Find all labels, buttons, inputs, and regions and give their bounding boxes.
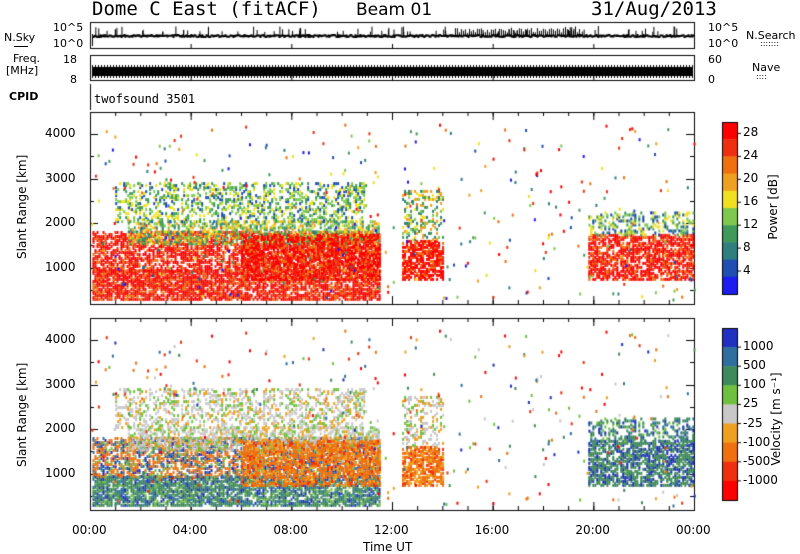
- power-colorbar-tick: 8: [743, 240, 751, 255]
- noise-sky-underline: [14, 46, 28, 47]
- x-tick-label: 00:00: [676, 523, 711, 537]
- x-tick-label: 12:00: [374, 523, 409, 537]
- x-tick-label: 20:00: [575, 523, 610, 537]
- noise-search-dots: :::::::: [760, 39, 779, 48]
- velocity-ylabel: Slant Range [km]: [15, 362, 29, 467]
- x-axis-title: Time UT: [363, 540, 413, 554]
- power-colorbar-label: Power [dB]: [766, 174, 780, 240]
- noise-search-label: N.Search: [746, 29, 796, 42]
- power-y-tick-label: 2000: [45, 215, 76, 230]
- velocity-colorbar-tick: 500: [743, 358, 766, 373]
- power-colorbar-tick: 4: [743, 263, 751, 278]
- noise-bottom-tick-right: 10^0: [708, 37, 739, 50]
- power-colorbar-tick: 12: [743, 217, 759, 232]
- nave-label: Nave: [752, 61, 781, 74]
- velocity-colorbar-tick: 25: [743, 396, 759, 411]
- velocity-colorbar-tick: -500: [743, 453, 771, 468]
- velocity-y-tick-label: 3000: [45, 376, 76, 391]
- beam-label: Beam 01: [356, 0, 433, 20]
- power-y-tick-label: 3000: [45, 170, 76, 185]
- nave-tick-0: 0: [708, 73, 715, 86]
- velocity-colorbar-tick: -25: [743, 415, 763, 430]
- power-ylabel: Slant Range [km]: [15, 154, 29, 259]
- velocity-y-tick-label: 4000: [45, 332, 76, 347]
- velocity-colorbar-tick: -1000: [743, 472, 778, 487]
- power-y-tick-label: 4000: [45, 126, 76, 141]
- freq-label: Freq.: [13, 52, 41, 65]
- noise-sky-label: N.Sky: [4, 31, 36, 44]
- x-tick-label: 04:00: [172, 523, 208, 537]
- station-title: Dome C East (fitACF): [92, 0, 321, 20]
- power-colorbar-tick: 20: [743, 171, 759, 186]
- velocity-colorbar-tick: -100: [743, 434, 771, 449]
- power-colorbar-tick: 16: [743, 194, 759, 209]
- x-tick-label: 00:00: [72, 523, 107, 537]
- power-colorbar-tick: 24: [743, 148, 759, 163]
- power-y-tick-label: 1000: [45, 259, 76, 274]
- velocity-y-tick-label: 2000: [45, 421, 76, 436]
- velocity-colorbar-label: Velocity [m s⁻¹]: [769, 372, 783, 466]
- velocity-y-tick-label: 1000: [45, 465, 76, 480]
- freq-tick-18: 18: [63, 53, 77, 66]
- noise-top-tick: 10^5: [53, 21, 84, 34]
- freq-tick-8: 8: [70, 73, 77, 86]
- freq-unit: [MHz]: [6, 64, 39, 77]
- noise-top-tick-right: 10^5: [708, 21, 739, 34]
- x-tick-label: 16:00: [474, 523, 510, 537]
- date-label: 31/Aug/2013: [591, 0, 717, 20]
- nave-tick-60: 60: [708, 53, 722, 66]
- nave-dots: ::::: [756, 72, 767, 81]
- velocity-colorbar-tick: 100: [743, 377, 766, 392]
- power-colorbar-tick: 28: [743, 125, 759, 140]
- cpid-program: twofsound 3501: [94, 92, 196, 106]
- velocity-colorbar-tick: 1000: [743, 339, 774, 354]
- x-tick-label: 08:00: [273, 523, 308, 537]
- noise-bottom-tick: 10^0: [53, 37, 84, 50]
- cpid-label: CPID: [9, 90, 39, 103]
